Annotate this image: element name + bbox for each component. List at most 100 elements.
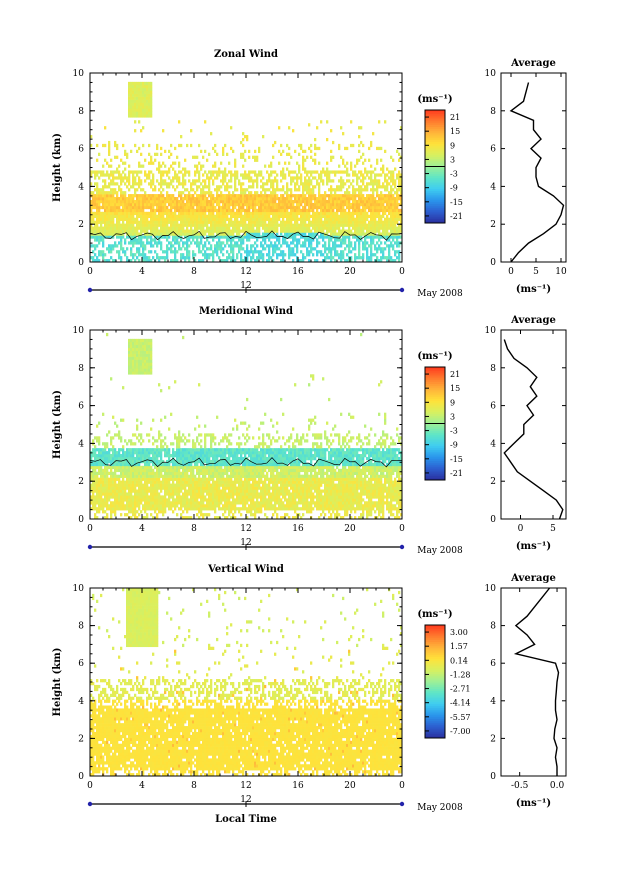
- heatmap-cell: [118, 459, 121, 464]
- heatmap-cell: [394, 253, 397, 257]
- heatmap-cell: [386, 214, 389, 218]
- heatmap-cell: [144, 498, 147, 502]
- heatmap-cell: [312, 232, 315, 236]
- heatmap-cell: [196, 170, 199, 174]
- heatmap-cell: [118, 451, 121, 455]
- heatmap-cell: [214, 208, 217, 213]
- heatmap-cell: [126, 226, 129, 230]
- heatmap-cell: [356, 256, 359, 260]
- heatmap-cell: [354, 226, 357, 230]
- heatmap-cell: [208, 188, 211, 192]
- heatmap-cell: [382, 197, 385, 201]
- heatmap-cell: [102, 194, 105, 198]
- heatmap-cell: [370, 223, 373, 227]
- heatmap-cell: [190, 214, 193, 218]
- heatmap-cell: [356, 199, 359, 204]
- heatmap-cell: [350, 202, 353, 207]
- heatmap-cell: [174, 247, 177, 251]
- heatmap-cell: [276, 256, 279, 260]
- heatmap-cell: [124, 454, 127, 458]
- heatmap-cell: [136, 241, 139, 245]
- colorbar-segment: [425, 215, 445, 218]
- heatmap-cell: [116, 217, 119, 221]
- heatmap-cell: [236, 217, 239, 221]
- heatmap-cell: [140, 208, 143, 213]
- heatmap-cell: [106, 471, 109, 475]
- heatmap-cell: [130, 371, 133, 375]
- heatmap-cell: [232, 220, 235, 224]
- heatmap-cell: [110, 442, 113, 446]
- heatmap-cell: [164, 226, 167, 230]
- x-tick-label: 0: [399, 267, 405, 277]
- heatmap-cell: [150, 229, 153, 233]
- heatmap-cell: [290, 226, 293, 230]
- heatmap-cell: [118, 208, 121, 213]
- heatmap-cell: [174, 173, 177, 177]
- heatmap-cell: [314, 137, 317, 142]
- heatmap-cell: [122, 498, 125, 502]
- heatmap-cell: [124, 250, 127, 254]
- heatmap-cell: [242, 164, 245, 168]
- heatmap-cell: [112, 217, 115, 221]
- heatmap-cell: [140, 223, 143, 227]
- heatmap-cell: [316, 126, 319, 130]
- heatmap-cell: [150, 96, 153, 100]
- heatmap-cell: [388, 244, 391, 248]
- heatmap-cell: [298, 194, 301, 198]
- heatmap-cell: [252, 199, 255, 204]
- heatmap-cell: [150, 259, 153, 263]
- heatmap-cell: [160, 217, 163, 221]
- heatmap-cell: [382, 211, 385, 216]
- heatmap-cell: [386, 185, 389, 189]
- heatmap-cell: [166, 220, 169, 224]
- heatmap-cell: [270, 194, 273, 198]
- heatmap-cell: [244, 194, 247, 198]
- colorbar-segment: [425, 166, 445, 169]
- heatmap-cell: [120, 194, 123, 198]
- heatmap-cell: [358, 208, 361, 213]
- heatmap-cell: [270, 232, 273, 236]
- heatmap-cell: [212, 238, 215, 242]
- heatmap-cell: [370, 247, 373, 251]
- colorbar-tick-label: -9: [450, 184, 458, 193]
- heatmap-cell: [174, 199, 177, 204]
- heatmap-cell: [304, 194, 307, 198]
- heatmap-cell: [152, 226, 155, 230]
- heatmap-cell: [330, 205, 333, 210]
- heatmap-cell: [110, 456, 113, 461]
- heatmap-cell: [306, 173, 309, 177]
- heatmap-cell: [290, 211, 293, 216]
- heatmap-cell: [266, 259, 269, 263]
- heatmap-cell: [156, 146, 159, 151]
- heatmap-cell: [248, 191, 251, 195]
- heatmap-cell: [256, 235, 259, 239]
- heatmap-cell: [130, 247, 133, 251]
- heatmap-cell: [366, 202, 369, 207]
- heatmap-cell: [102, 474, 105, 478]
- heatmap-cell: [220, 199, 223, 204]
- heatmap-cell: [94, 197, 97, 201]
- heatmap-cell: [100, 483, 103, 487]
- heatmap-cell: [292, 235, 295, 239]
- heatmap-cell: [190, 194, 193, 198]
- heatmap-cell: [332, 194, 335, 198]
- heatmap-cell: [246, 194, 249, 198]
- heatmap-cell: [98, 235, 101, 239]
- heatmap-cell: [364, 241, 367, 245]
- heatmap-cell: [198, 259, 201, 263]
- heatmap-cell: [374, 205, 377, 210]
- heatmap-cell: [332, 197, 335, 201]
- heatmap-cell: [400, 226, 403, 230]
- heatmap-cell: [330, 199, 333, 204]
- heatmap-cell: [274, 244, 277, 248]
- heatmap-cell: [120, 235, 123, 239]
- heatmap-cell: [90, 465, 93, 470]
- heatmap-cell: [114, 489, 117, 493]
- heatmap-cell: [148, 102, 151, 106]
- heatmap-cell: [272, 182, 275, 186]
- heatmap-cell: [256, 226, 259, 230]
- heatmap-cell: [96, 194, 99, 198]
- heatmap-cell: [138, 223, 141, 227]
- heatmap-cell: [186, 170, 189, 174]
- heatmap-cell: [234, 182, 237, 186]
